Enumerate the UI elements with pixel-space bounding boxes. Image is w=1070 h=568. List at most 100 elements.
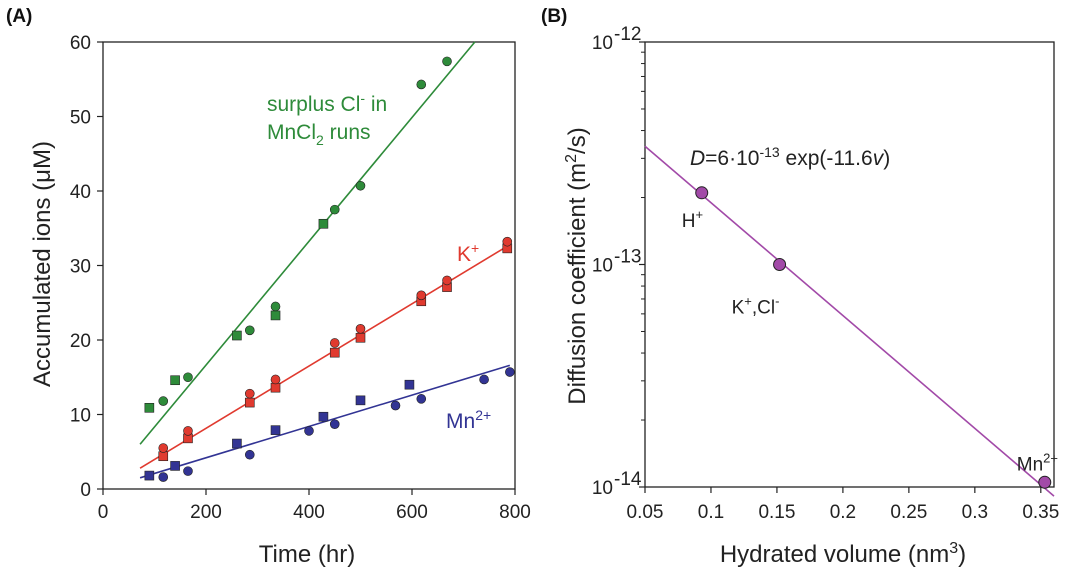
y-tick-label: 10	[70, 406, 91, 427]
panel-a-y-axis-label: Accumulated ions (μM)	[29, 141, 56, 387]
panel-a-x-ticks: 0 200 400 600 800	[98, 489, 531, 523]
x-tick-label: 0.3	[962, 502, 988, 523]
label-superscript: -	[775, 294, 779, 309]
panel-a-series	[139, 41, 515, 482]
point-label: Mn2+	[1017, 450, 1058, 475]
equation-part: v	[873, 147, 885, 170]
y-tick-label: 20	[70, 331, 91, 352]
y-tick-label: 0	[80, 480, 91, 501]
data-square	[170, 375, 180, 386]
data-circle	[416, 290, 427, 301]
data-circle	[304, 426, 314, 436]
label-superscript: +	[744, 294, 752, 309]
equation-part: =6·10	[705, 147, 759, 170]
label-superscript: +	[695, 207, 703, 222]
panel-b-x-axis-label: Hydrated volume (nm3)	[720, 540, 966, 568]
label-superscript: 2+	[1043, 450, 1058, 465]
y-tick-exponent: -13	[614, 247, 641, 268]
x-tick-label: 200	[190, 502, 222, 523]
data-square	[232, 438, 242, 449]
label-superscript: +	[471, 240, 479, 256]
data-square	[270, 310, 281, 321]
equation-superscript: -13	[759, 144, 779, 160]
data-circle	[158, 396, 169, 406]
label-part: K	[457, 243, 471, 266]
data-circle	[502, 236, 513, 247]
data-circle	[183, 372, 193, 383]
data-circle	[505, 367, 515, 377]
data-circle	[183, 466, 193, 476]
data-circle	[355, 324, 366, 334]
panel-b-plot-frame	[644, 41, 1055, 488]
y-tick-label: 50	[70, 108, 91, 129]
label-part: surplus Cl	[267, 93, 360, 116]
x-tick-label: 0.1	[698, 502, 724, 523]
label-part: in	[365, 93, 387, 116]
y-label-part: M)	[29, 141, 56, 169]
panel-b-x-ticks: 0.05 0.1 0.15 0.2 0.25 0.3 0.35	[627, 487, 1059, 523]
x-tick-label: 0.15	[758, 502, 795, 523]
data-square	[244, 397, 255, 408]
label-subscript: 2	[316, 132, 324, 148]
label-superscript: 3	[949, 540, 958, 557]
label-mncl2-runs: MnCl2 runs	[267, 121, 371, 148]
data-square	[232, 330, 242, 341]
tick-base: 10	[592, 33, 613, 54]
y-tick-label: 10	[592, 33, 613, 54]
data-circle	[355, 180, 366, 191]
data-circle	[329, 338, 340, 348]
data-circle	[244, 388, 255, 399]
fit-line	[644, 145, 1055, 497]
fit-line	[139, 364, 511, 479]
x-tick-label: 800	[499, 502, 531, 523]
data-circle	[158, 472, 169, 482]
equation-part: D	[690, 147, 705, 170]
data-square	[144, 470, 155, 481]
panel-a-x-axis-label: Time (hr)	[259, 541, 355, 568]
label-part: Diffusion coefficient (m	[564, 163, 591, 405]
data-square	[158, 451, 169, 462]
data-square	[355, 332, 366, 343]
y-tick-label: 60	[70, 33, 91, 54]
label-part: )	[958, 541, 966, 568]
data-circle	[244, 325, 255, 336]
data-circle	[183, 426, 193, 436]
panel-b: (B) 0.05 0.1 0.15 0.2 0.25 0.3 0.35 10-1410-13…	[541, 6, 1059, 568]
label-part: H	[682, 211, 696, 232]
label-part: K	[732, 298, 745, 319]
data-point	[773, 258, 787, 271]
data-circle	[329, 419, 340, 429]
data-circle	[479, 374, 489, 385]
fit-line	[139, 41, 476, 445]
panel-b-equation: D=6·10-13 exp(-11.6v)	[690, 144, 890, 170]
x-tick-label: 0.25	[890, 502, 927, 523]
label-surplus-cl: surplus Cl- in	[267, 90, 387, 116]
label-superscript: 2+	[475, 407, 491, 423]
label-part: MnCl	[267, 121, 316, 144]
y-tick-label: 40	[70, 182, 91, 203]
data-square	[404, 379, 415, 390]
data-square	[329, 347, 340, 358]
series-k	[139, 236, 513, 469]
data-circle	[270, 301, 281, 312]
data-square	[270, 382, 281, 393]
panel-a-y-ticks: 0 10 20 30 40 50 60	[70, 33, 103, 501]
label-part: Mn	[1017, 454, 1043, 475]
panel-a: (A) 0 200 400 600 800 0 10 20 30 40 50 60 Time (hr…	[6, 6, 531, 568]
label-superscript: -	[360, 90, 365, 106]
data-circle	[329, 204, 340, 215]
data-circle	[158, 443, 169, 453]
label-part: /s)	[564, 127, 591, 154]
point-label: H+	[682, 207, 703, 232]
y-tick-label: 30	[70, 257, 91, 278]
fit-line	[139, 243, 511, 469]
panel-b-series: H+K+,Cl-Mn2+	[644, 145, 1058, 497]
label-part: ,Cl	[752, 298, 775, 319]
panel-a-annotations: surplus Cl- in MnCl2 runs K+ Mn2+	[267, 90, 491, 433]
series-cl	[139, 41, 476, 445]
data-point	[1038, 475, 1052, 489]
label-part: Mn	[446, 410, 475, 433]
data-point	[695, 186, 709, 200]
